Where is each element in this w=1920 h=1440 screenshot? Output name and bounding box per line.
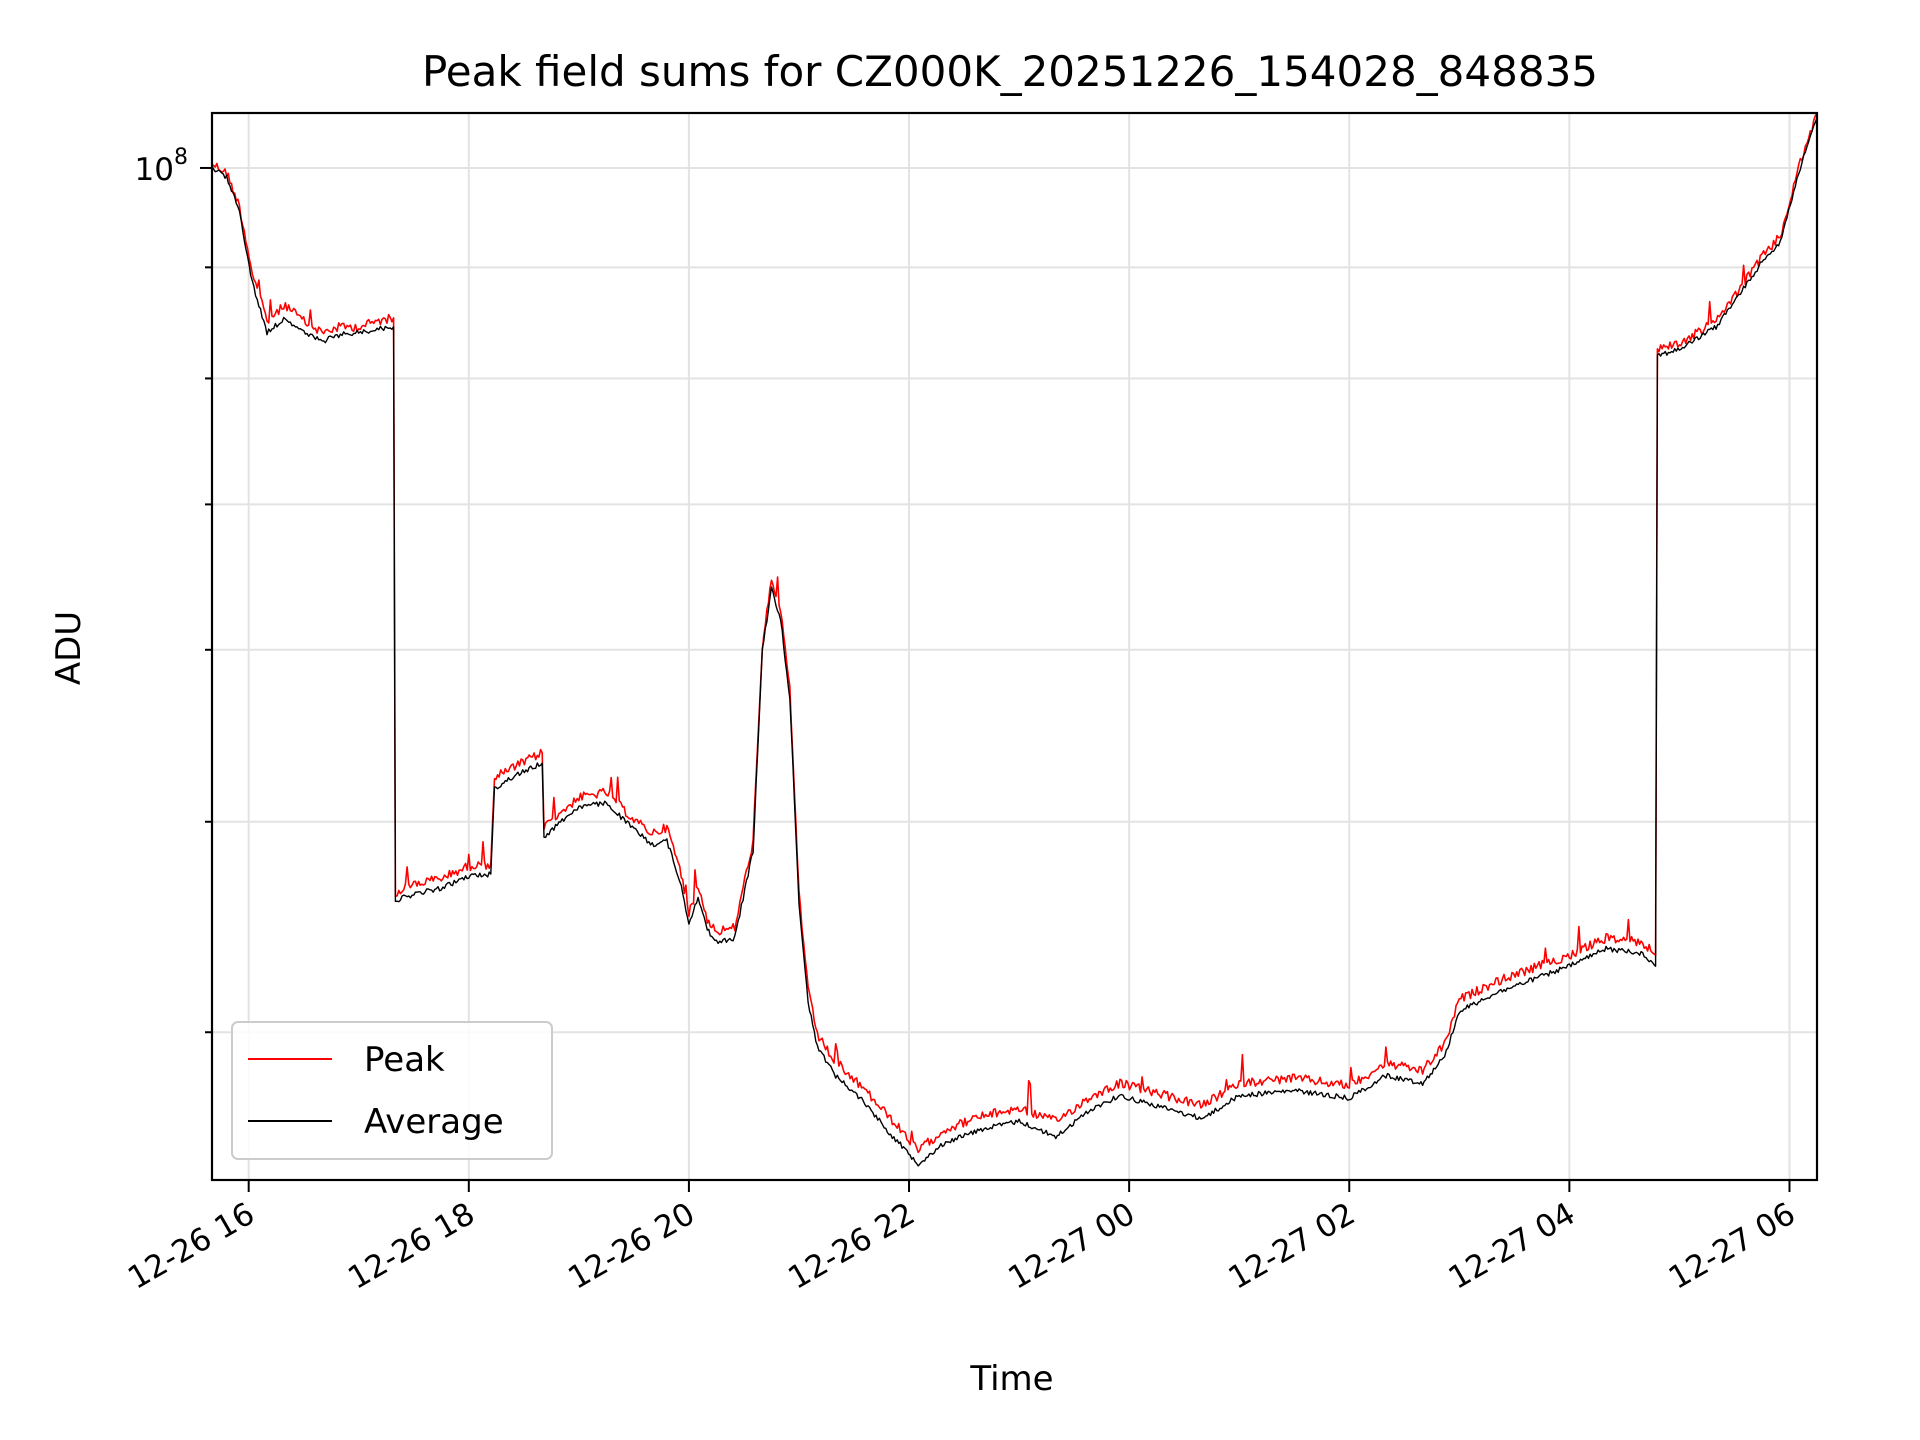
series-line-average <box>211 117 1818 1167</box>
legend: Peak Average <box>231 1021 553 1160</box>
chart-title: Peak field sums for CZ000K_20251226_1540… <box>422 47 1598 96</box>
legend-label-peak: Peak <box>364 1040 445 1080</box>
y-tick-label-exponent: 8 <box>174 145 188 170</box>
legend-label-average: Average <box>364 1102 504 1142</box>
y-tick-label: 108 <box>135 145 188 188</box>
series-line-peak <box>211 112 1818 1154</box>
x-axis-label: Time <box>969 1359 1053 1399</box>
legend-box <box>231 1021 553 1160</box>
y-tick-label-base: 10 <box>135 152 174 188</box>
y-axis-label: ADU <box>49 611 89 685</box>
y-axis-ticks: 108 <box>135 145 212 1034</box>
grid-lines <box>212 113 1817 1180</box>
plot-series <box>211 112 1818 1167</box>
axes-frame <box>210 111 1819 1182</box>
